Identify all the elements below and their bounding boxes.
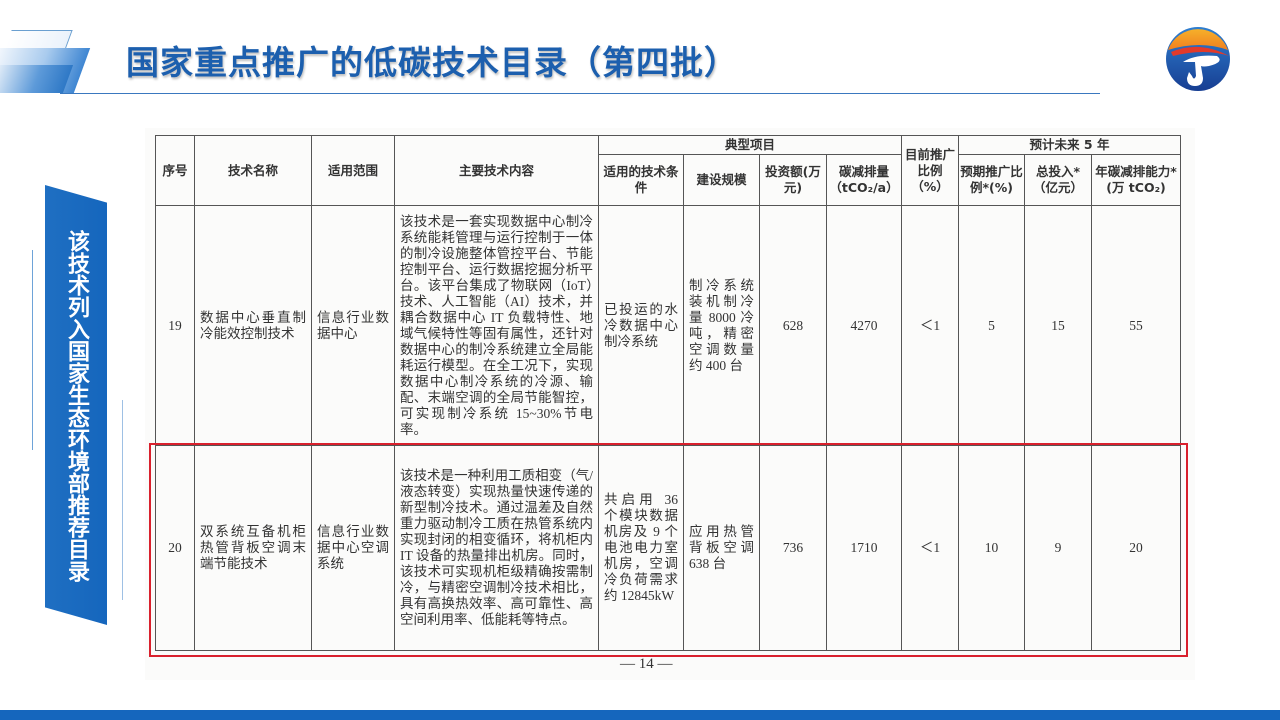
table-row: 19 数据中心垂直制冷能效控制技术 信息行业数据中心 该技术是一套实现数据中心制…: [155, 205, 1181, 446]
cell-scope: 信息行业数据中心空调系统: [311, 445, 395, 651]
cell-expected-ratio: 5: [958, 205, 1025, 446]
cell-reduction: 4270: [826, 205, 902, 446]
company-logo: [1166, 27, 1230, 91]
cell-seq: 20: [155, 445, 195, 651]
cell-annual-capacity: 20: [1091, 445, 1181, 651]
cell-investment: 736: [759, 445, 827, 651]
cell-current-ratio: ＜1: [901, 205, 959, 446]
cell-conditions: 已投运的水冷数据中心制冷系统: [598, 205, 684, 446]
cell-name: 数据中心垂直制冷能效控制技术: [194, 205, 312, 446]
cell-content: 该技术是一种利用工质相变（气/液态转变）实现热量快速传递的新型制冷技术。通过温差…: [394, 445, 599, 651]
header-seq: 序号: [155, 135, 195, 206]
header-content: 主要技术内容: [394, 135, 599, 206]
page-number: — 14 —: [620, 656, 673, 672]
side-banner: 该技术列入国家生态环境部推荐目录: [45, 185, 107, 625]
cell-content: 该技术是一套实现数据中心制冷系统能耗管理与运行控制于一体的制冷设施整体管控平台、…: [394, 205, 599, 446]
cell-seq: 19: [155, 205, 195, 446]
header-name: 技术名称: [194, 135, 312, 206]
header-annual-capacity: 年碳减排能力*(万 tCO₂): [1091, 154, 1181, 206]
footer-bar: [0, 710, 1280, 720]
cell-annual-capacity: 55: [1091, 205, 1181, 446]
page-title: 国家重点推广的低碳技术目录（第四批）: [126, 43, 738, 82]
header-decoration: [0, 65, 74, 93]
header-scale: 建设规模: [683, 154, 760, 206]
low-carbon-tech-table: 序号 技术名称 适用范围 主要技术内容 典型项目 目前推广比例（%） 预计未来 …: [155, 135, 1181, 651]
decorative-line: [32, 250, 33, 450]
header-investment: 投资额(万元): [759, 154, 827, 206]
cell-scope: 信息行业数据中心: [311, 205, 395, 446]
header-conditions: 适用的技术条件: [598, 154, 684, 206]
table-row-highlighted: 20 双系统互备机柜热管背板空调末端节能技术 信息行业数据中心空调系统 该技术是…: [155, 445, 1181, 651]
header-current-ratio: 目前推广比例（%）: [901, 135, 959, 206]
header-reduction: 碳减排量（tCO₂/a）: [826, 154, 902, 206]
header-typical-project: 典型项目: [598, 135, 902, 155]
side-banner-text: 该技术列入国家生态环境部推荐目录: [64, 230, 89, 582]
header-expected-ratio: 预期推广比例*(%): [958, 154, 1025, 206]
cell-total-investment: 9: [1024, 445, 1092, 651]
cell-reduction: 1710: [826, 445, 902, 651]
header-forecast: 预计未来 5 年: [958, 135, 1181, 155]
cell-scale: 制冷系统装机制冷量 8000 冷吨，精密空调数量约 400 台: [683, 205, 760, 446]
cell-total-investment: 15: [1024, 205, 1092, 446]
header-scope: 适用范围: [311, 135, 395, 206]
cell-conditions: 共启用 36 个模块数据机房及 9 个电池电力室机房，空调冷负荷需求约 1284…: [598, 445, 684, 651]
header-total-investment: 总投入*（亿元）: [1024, 154, 1092, 206]
highlight-box: [149, 443, 1188, 657]
cell-investment: 628: [759, 205, 827, 446]
title-divider: [60, 93, 1100, 94]
cell-scale: 应用热管背板空调 638 台: [683, 445, 760, 651]
decorative-line: [122, 400, 123, 600]
cell-current-ratio: ＜1: [901, 445, 959, 651]
